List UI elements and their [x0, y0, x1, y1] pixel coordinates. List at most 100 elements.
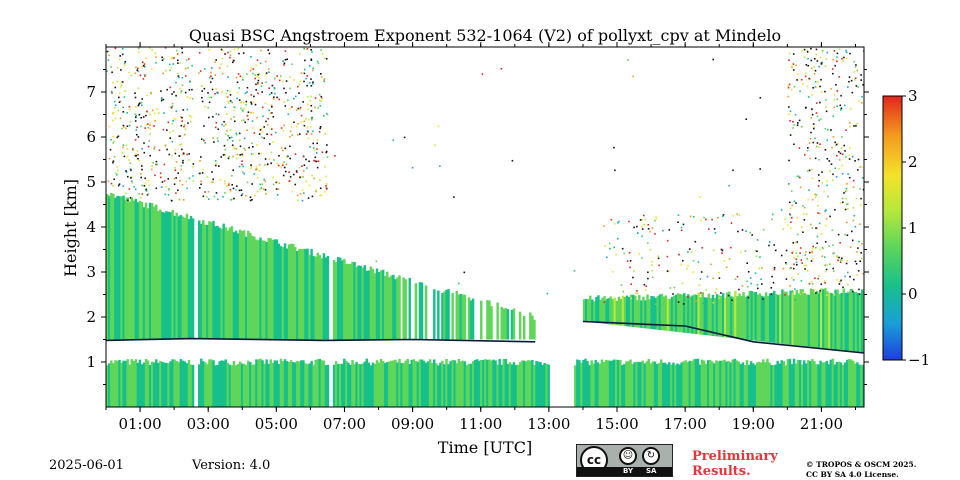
noise-pixel [836, 90, 839, 92]
noise-pixel [821, 50, 824, 53]
heatmap-cell [116, 195, 119, 340]
noise-pixel [241, 163, 243, 166]
noise-pixel [861, 177, 864, 179]
noise-pixel [264, 60, 267, 63]
heatmap-cell [510, 364, 514, 407]
noise-pixel [316, 166, 319, 169]
noise-pixel [260, 187, 263, 189]
noise-pixel [265, 192, 267, 195]
noise-pixel [145, 124, 148, 126]
noise-pixel [134, 120, 137, 122]
heatmap-cell [467, 363, 471, 407]
noise-pixel [813, 126, 815, 129]
heatmap-cell [406, 358, 409, 407]
noise-pixel [257, 92, 259, 95]
noise-pixel [858, 293, 861, 296]
noise-pixel [272, 176, 274, 179]
heatmap-cell [173, 359, 176, 407]
heatmap-cell [130, 197, 133, 340]
heatmap-cell [373, 273, 377, 340]
heatmap-cell [242, 363, 246, 407]
heatmap-cell [144, 359, 148, 407]
noise-pixel [232, 146, 235, 148]
noise-pixel [116, 136, 119, 139]
noise-pixel [788, 106, 790, 108]
noise-pixel [268, 87, 270, 89]
heatmap-cell [821, 362, 824, 407]
noise-pixel [721, 249, 724, 252]
noise-pixel [308, 160, 310, 163]
noise-pixel [271, 112, 273, 114]
heatmap-cell [390, 360, 393, 407]
heatmap-cell [711, 361, 714, 407]
noise-pixel [150, 92, 152, 95]
noise-pixel [175, 94, 177, 97]
noise-pixel [847, 173, 849, 175]
noise-pixel [160, 98, 163, 100]
noise-pixel [791, 65, 793, 68]
noise-pixel [820, 283, 823, 286]
noise-pixel [260, 127, 263, 130]
noise-pixel [260, 85, 263, 87]
heatmap-cell [386, 362, 389, 407]
noise-pixel [163, 180, 166, 182]
heatmap-cell [854, 363, 857, 407]
heatmap-cell [531, 315, 534, 340]
noise-pixel [228, 184, 230, 186]
heatmap-cell [756, 362, 759, 407]
noise-pixel [318, 131, 321, 133]
noise-pixel [256, 176, 259, 179]
noise-pixel [836, 98, 839, 100]
noise-pixel [114, 47, 117, 50]
noise-pixel [112, 184, 114, 187]
x-tick-label: 11:00 [459, 415, 502, 433]
noise-pixel [236, 153, 239, 156]
noise-pixel [651, 260, 653, 263]
noise-pixel [147, 179, 150, 182]
noise-pixel [159, 172, 162, 175]
x-tick-label: 01:00 [118, 415, 161, 433]
heatmap-cell [715, 294, 719, 337]
noise-pixel [306, 126, 309, 129]
noise-pixel [141, 98, 143, 100]
noise-pixel [143, 65, 145, 67]
noise-pixel [845, 156, 847, 158]
heatmap-cell [455, 363, 458, 407]
noise-pixel [141, 184, 143, 187]
heatmap-cell [512, 308, 516, 340]
noise-pixel [689, 215, 692, 218]
noise-pixel [836, 279, 838, 281]
noise-pixel [221, 72, 224, 75]
noise-pixel [239, 154, 241, 156]
noise-pixel [243, 107, 245, 110]
noise-pixel [306, 84, 308, 87]
noise-pixel [819, 289, 821, 292]
noise-pixel [151, 165, 153, 168]
heatmap-cell [590, 360, 593, 407]
noise-pixel [437, 125, 440, 128]
heatmap-cell [224, 359, 227, 407]
noise-pixel [825, 268, 828, 271]
noise-pixel [128, 124, 131, 127]
heatmap-cell [240, 230, 244, 340]
noise-pixel [628, 252, 631, 254]
heatmap-cell [461, 360, 465, 407]
noise-pixel [808, 169, 811, 172]
heatmap-cell [596, 362, 600, 407]
noise-pixel [114, 117, 117, 120]
heatmap-cell [159, 209, 162, 340]
noise-pixel [229, 56, 231, 59]
heatmap-cell [175, 361, 178, 407]
noise-pixel [796, 241, 799, 243]
heatmap-cell [703, 297, 706, 336]
heatmap-cell [822, 289, 825, 349]
noise-pixel [618, 220, 620, 223]
noise-pixel [811, 177, 814, 180]
noise-pixel [251, 142, 253, 145]
noise-pixel [151, 68, 153, 70]
noise-pixel [231, 144, 234, 146]
noise-pixel [127, 175, 129, 178]
noise-pixel [114, 86, 117, 89]
heatmap-cell [277, 364, 281, 407]
noise-pixel [214, 126, 217, 129]
